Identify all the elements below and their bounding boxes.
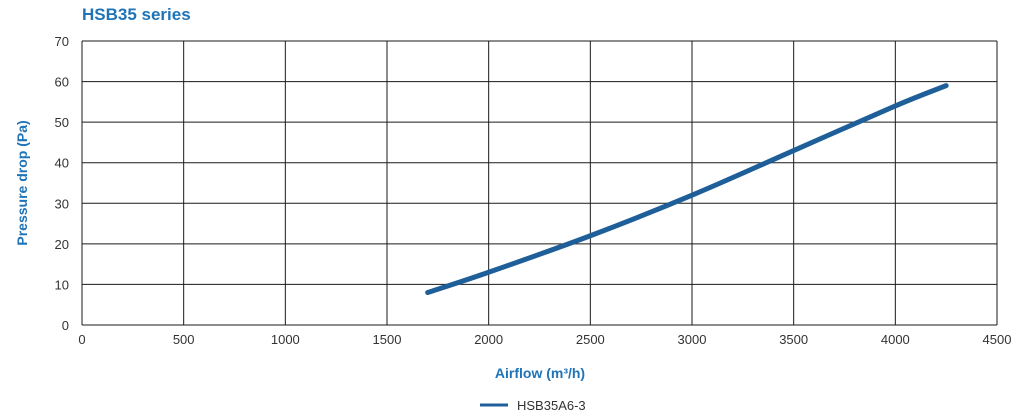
- y-tick-label: 0: [62, 318, 69, 333]
- x-tick-labels: 0 500 1000 1500 2000 2500 3000 3500 4000 4500: [78, 332, 1011, 347]
- series-layer: [425, 83, 949, 296]
- y-tick-label: 60: [55, 75, 69, 90]
- x-tick-label: 4000: [881, 332, 910, 347]
- x-tick-label: 4500: [983, 332, 1012, 347]
- legend-label-hsb35a6-3: HSB35A6-3: [517, 398, 586, 413]
- x-tick-label: 2000: [474, 332, 503, 347]
- y-tick-label: 20: [55, 237, 69, 252]
- y-tick-label: 30: [55, 196, 69, 211]
- grid: [81, 40, 998, 326]
- y-tick-label: 70: [55, 34, 69, 49]
- x-tick-label: 3500: [779, 332, 808, 347]
- x-tick-label: 0: [78, 332, 85, 347]
- legend: HSB35A6-3: [480, 398, 586, 413]
- x-tick-label: 1000: [271, 332, 300, 347]
- chart-title: HSB35 series: [82, 5, 191, 24]
- x-tick-label: 500: [173, 332, 195, 347]
- y-tick-label: 10: [55, 277, 69, 292]
- x-tick-label: 3000: [678, 332, 707, 347]
- y-tick-label: 40: [55, 156, 69, 171]
- y-tick-labels: 0 10 20 30 40 50 60 70: [55, 34, 69, 333]
- x-tick-label: 1500: [373, 332, 402, 347]
- x-tick-label: 2500: [576, 332, 605, 347]
- y-tick-label: 50: [55, 115, 69, 130]
- x-axis-title: Airflow (m³/h): [495, 365, 585, 381]
- series-line-hsb35a6-3: [425, 83, 949, 296]
- y-axis-title: Pressure drop (Pa): [14, 120, 30, 245]
